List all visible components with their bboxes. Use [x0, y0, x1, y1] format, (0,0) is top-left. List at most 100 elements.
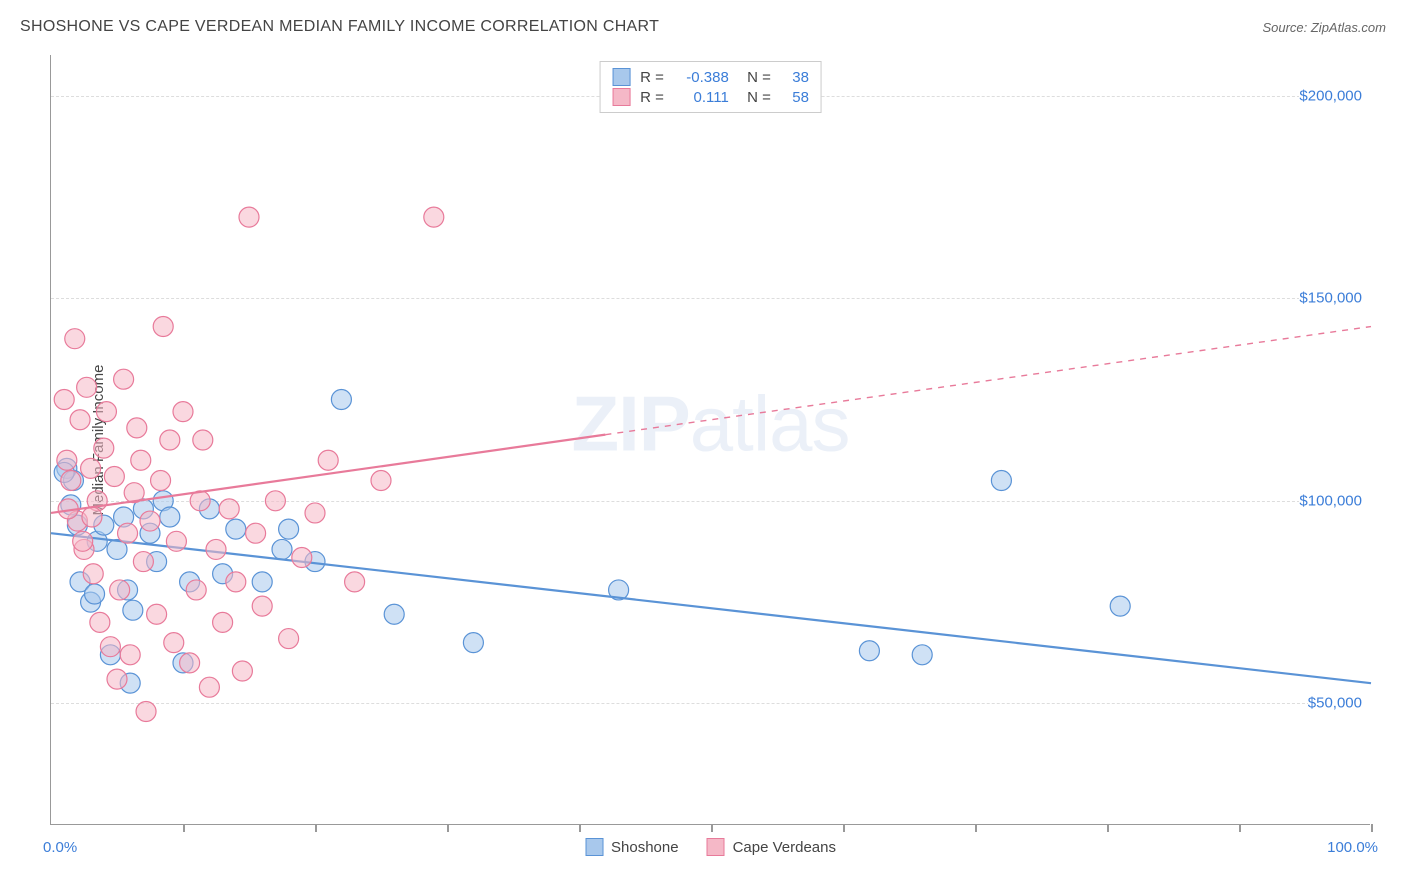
x-tick: [843, 824, 845, 832]
scatter-point: [186, 580, 206, 600]
scatter-point: [1110, 596, 1130, 616]
scatter-point: [90, 612, 110, 632]
scatter-point: [206, 539, 226, 559]
r-label: R =: [640, 89, 664, 106]
x-tick: [711, 824, 713, 832]
scatter-point: [272, 539, 292, 559]
scatter-point: [279, 629, 299, 649]
scatter-point: [371, 471, 391, 491]
legend-swatch: [612, 68, 630, 86]
scatter-point: [424, 207, 444, 227]
n-label: N =: [739, 89, 771, 106]
scatter-point: [912, 645, 932, 665]
scatter-point: [153, 317, 173, 337]
x-tick: [183, 824, 185, 832]
scatter-point: [219, 499, 239, 519]
scatter-point: [164, 633, 184, 653]
scatter-point: [331, 389, 351, 409]
scatter-point: [345, 572, 365, 592]
n-value: 58: [781, 89, 809, 106]
scatter-point: [127, 418, 147, 438]
scatter-point: [213, 612, 233, 632]
scatter-point: [239, 207, 259, 227]
scatter-point: [85, 584, 105, 604]
scatter-point: [173, 402, 193, 422]
scatter-point: [83, 564, 103, 584]
scatter-point: [81, 458, 101, 478]
scatter-point: [110, 580, 130, 600]
scatter-point: [133, 552, 153, 572]
x-tick: [1107, 824, 1109, 832]
scatter-point: [265, 491, 285, 511]
scatter-point: [70, 410, 90, 430]
series-legend-item: Cape Verdeans: [707, 838, 836, 856]
x-tick: [1239, 824, 1241, 832]
regression-line: [51, 435, 605, 513]
scatter-point: [131, 450, 151, 470]
x-tick: [1371, 824, 1373, 832]
legend-row: R = -0.388 N = 38: [612, 67, 809, 87]
r-value: 0.111: [674, 89, 729, 106]
n-label: N =: [739, 69, 771, 86]
scatter-point: [160, 430, 180, 450]
scatter-point: [107, 669, 127, 689]
x-tick: [447, 824, 449, 832]
scatter-point: [226, 572, 246, 592]
series-label: Cape Verdeans: [733, 839, 836, 856]
scatter-point: [292, 548, 312, 568]
chart-header: SHOSHONE VS CAPE VERDEAN MEDIAN FAMILY I…: [20, 18, 1386, 36]
r-label: R =: [640, 69, 664, 86]
scatter-point: [96, 402, 116, 422]
scatter-point: [120, 645, 140, 665]
scatter-point: [100, 637, 120, 657]
source-label: Source:: [1262, 20, 1310, 35]
x-tick: [975, 824, 977, 832]
scatter-point: [82, 507, 102, 527]
scatter-point: [193, 430, 213, 450]
legend-row: R = 0.111 N = 58: [612, 87, 809, 107]
correlation-legend: R = -0.388 N = 38R = 0.111 N = 58: [599, 61, 822, 113]
scatter-point: [246, 523, 266, 543]
plot-area: Median Family Income $50,000$100,000$150…: [50, 55, 1370, 825]
x-tick: [315, 824, 317, 832]
series-legend: Shoshone Cape Verdeans: [585, 838, 836, 856]
x-axis-min-label: 0.0%: [43, 839, 77, 856]
r-value: -0.388: [674, 69, 729, 86]
regression-line-dashed: [605, 327, 1371, 435]
scatter-point: [54, 389, 74, 409]
regression-line: [51, 533, 1371, 683]
scatter-point: [151, 471, 171, 491]
scatter-point: [463, 633, 483, 653]
scatter-point: [123, 600, 143, 620]
scatter-svg: [51, 55, 1370, 824]
scatter-point: [118, 523, 138, 543]
scatter-point: [136, 702, 156, 722]
scatter-point: [859, 641, 879, 661]
legend-swatch: [585, 838, 603, 856]
scatter-point: [160, 507, 180, 527]
scatter-point: [252, 596, 272, 616]
scatter-point: [279, 519, 299, 539]
scatter-point: [991, 471, 1011, 491]
scatter-point: [104, 466, 124, 486]
x-axis-max-label: 100.0%: [1327, 839, 1378, 856]
source-name: ZipAtlas.com: [1311, 20, 1386, 35]
scatter-point: [140, 511, 160, 531]
chart-title: SHOSHONE VS CAPE VERDEAN MEDIAN FAMILY I…: [20, 18, 659, 36]
series-legend-item: Shoshone: [585, 838, 679, 856]
scatter-point: [94, 438, 114, 458]
scatter-point: [166, 531, 186, 551]
scatter-point: [57, 450, 77, 470]
scatter-point: [318, 450, 338, 470]
scatter-point: [305, 503, 325, 523]
scatter-point: [77, 377, 97, 397]
scatter-point: [226, 519, 246, 539]
scatter-point: [65, 329, 85, 349]
scatter-point: [61, 471, 81, 491]
scatter-point: [180, 653, 200, 673]
x-tick: [579, 824, 581, 832]
legend-swatch: [707, 838, 725, 856]
n-value: 38: [781, 69, 809, 86]
series-label: Shoshone: [611, 839, 679, 856]
scatter-point: [147, 604, 167, 624]
